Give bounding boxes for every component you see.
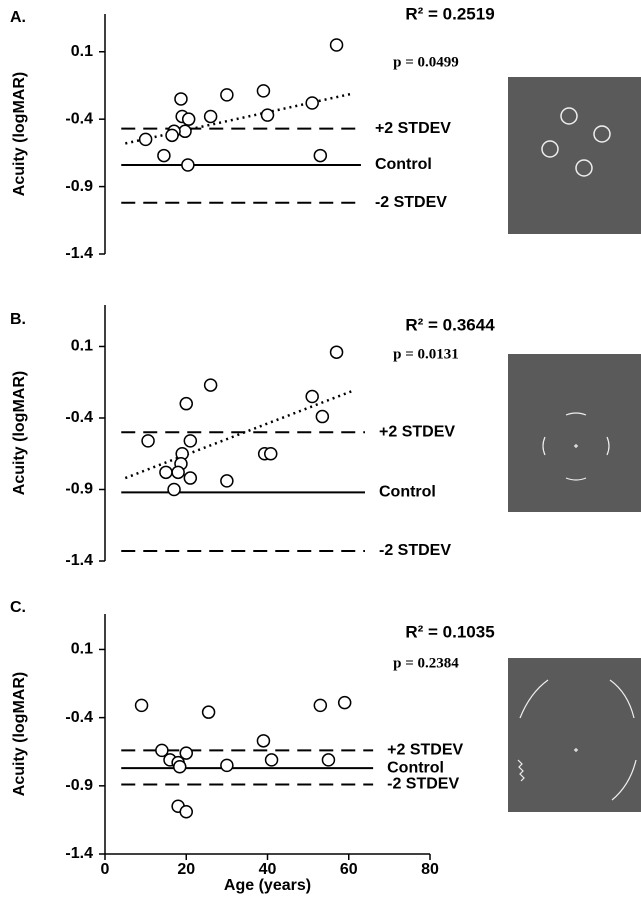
data-point: [329, 345, 344, 359]
data-point: [220, 758, 234, 773]
y-axis-label: Acuity (logMAR): [11, 672, 28, 796]
data-point: [313, 698, 328, 713]
reference-label: -2 STDEV: [375, 194, 447, 211]
data-point: [264, 446, 278, 461]
y-tick-label: -0.4: [65, 110, 93, 127]
data-point: [179, 396, 193, 411]
data-point: [167, 482, 181, 497]
data-point: [173, 759, 187, 774]
x-tick-label: 60: [340, 861, 358, 878]
p-value: p = 0.2384: [393, 655, 459, 671]
y-tick-label: -0.9: [65, 481, 93, 498]
data-point: [260, 108, 275, 122]
p-value: p = 0.0131: [393, 346, 459, 362]
data-point: [171, 465, 185, 480]
data-point: [178, 124, 192, 139]
data-point: [179, 804, 193, 819]
y-tick-label: -1.4: [65, 552, 93, 569]
y-tick-label: -0.4: [65, 409, 93, 426]
data-point: [181, 158, 195, 172]
reference-label: +2 STDEV: [387, 742, 463, 759]
stimulus-c: [508, 658, 641, 812]
y-tick-label: 0.1: [71, 641, 93, 658]
reference-label: Control: [387, 759, 444, 776]
reference-label: +2 STDEV: [379, 424, 455, 441]
data-point: [138, 132, 153, 147]
data-point: [134, 698, 149, 713]
reference-label: -2 STDEV: [387, 776, 459, 793]
r-squared: R² = 0.3644: [405, 315, 495, 334]
x-tick-label: 20: [177, 861, 195, 878]
y-tick-label: 0.1: [71, 338, 93, 355]
data-point: [203, 378, 218, 392]
trendline: [125, 92, 354, 145]
x-tick-label: 80: [421, 861, 439, 878]
y-axis-label: Acuity (logMAR): [11, 72, 28, 196]
x-tick-label: 0: [101, 861, 110, 878]
stimulus-a: [508, 77, 641, 234]
panel-label: B.: [10, 311, 26, 328]
data-point: [155, 743, 169, 758]
data-point: [256, 84, 271, 98]
data-point: [337, 695, 352, 710]
data-point: [329, 38, 344, 52]
y-tick-label: -1.4: [65, 845, 93, 862]
panel-label: A.: [10, 9, 26, 26]
data-point: [174, 92, 188, 106]
data-point: [201, 705, 216, 719]
y-tick-label: -0.9: [65, 777, 93, 794]
x-tick-label: 40: [259, 861, 277, 878]
y-tick-label: -0.4: [65, 709, 93, 726]
data-point: [220, 474, 234, 488]
data-point: [183, 471, 198, 485]
data-point: [313, 148, 328, 163]
data-point: [220, 88, 234, 102]
p-value: p = 0.0499: [393, 54, 459, 70]
r-squared: R² = 0.1035: [405, 622, 494, 641]
r-squared: R² = 0.2519: [405, 4, 494, 23]
data-point: [165, 128, 179, 143]
data-point: [141, 434, 155, 448]
data-point: [203, 109, 218, 124]
y-tick-label: 0.1: [71, 43, 93, 60]
reference-label: Control: [379, 484, 436, 501]
data-point: [181, 112, 196, 126]
reference-label: +2 STDEV: [375, 120, 451, 137]
data-point: [264, 753, 279, 767]
panel-label: C.: [10, 599, 26, 616]
stimulus-b: [508, 354, 641, 512]
y-tick-label: -1.4: [65, 245, 93, 262]
data-point: [159, 465, 173, 480]
data-point: [315, 409, 330, 424]
data-point: [157, 148, 171, 163]
data-point: [256, 734, 271, 748]
y-axis-label: Acuity (logMAR): [11, 371, 28, 495]
y-tick-label: -0.9: [65, 178, 93, 195]
data-point: [305, 389, 319, 404]
trendline: [124, 389, 354, 480]
reference-label: -2 STDEV: [379, 542, 451, 559]
reference-label: Control: [375, 156, 432, 173]
data-point: [321, 753, 336, 767]
data-point: [183, 434, 198, 448]
data-point: [179, 746, 193, 760]
x-axis-label: Age (years): [224, 877, 311, 894]
data-point: [305, 96, 319, 110]
